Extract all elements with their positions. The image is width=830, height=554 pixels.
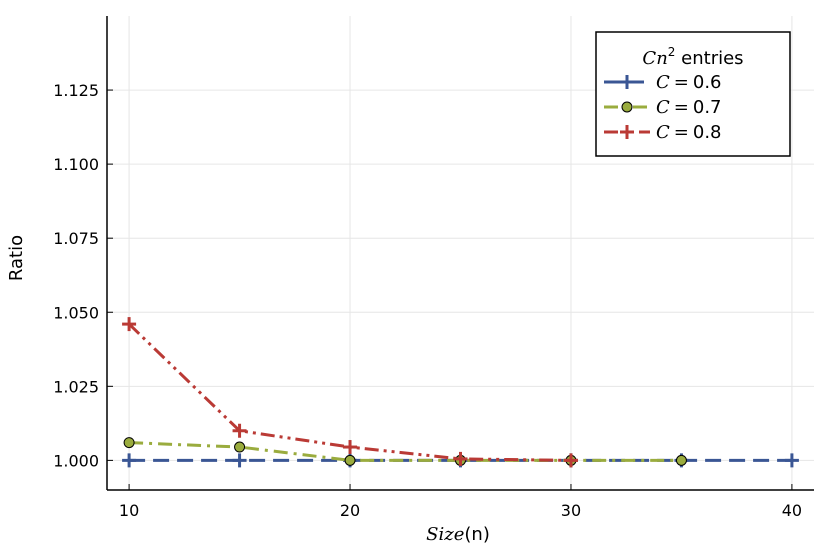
legend-label-math: C xyxy=(656,122,670,143)
y-tick-label: 1.075 xyxy=(53,229,99,248)
y-axis-label: Ratio xyxy=(6,235,27,281)
x-tick-label: 30 xyxy=(561,501,581,520)
legend-label: C = 0.6 xyxy=(656,72,722,93)
y-tick-label: 1.125 xyxy=(53,81,99,100)
legend-title-sup: 2 xyxy=(668,45,676,59)
series-line xyxy=(129,441,682,462)
series-c-0.8 xyxy=(122,317,578,468)
data-point xyxy=(232,453,247,468)
legend-swatch-marker xyxy=(620,125,634,139)
legend-label-op: = xyxy=(674,122,689,143)
legend-label-op: = xyxy=(674,97,689,118)
data-point xyxy=(784,453,799,468)
legend-title: Cn2 entries xyxy=(642,45,743,69)
data-point xyxy=(344,454,356,466)
x-axis-label: Size(n) xyxy=(426,524,490,545)
x-axis-label-italic: Size xyxy=(426,524,464,545)
legend-entry: C = 0.6 xyxy=(604,72,722,93)
axes-layer xyxy=(106,16,814,491)
legend-swatch-marker xyxy=(621,101,633,113)
series-layer xyxy=(122,317,799,468)
y-tick-label: 1.100 xyxy=(53,155,99,174)
legend-title-rest: entries xyxy=(675,48,743,69)
data-point xyxy=(343,440,358,455)
data-point xyxy=(123,437,135,449)
data-point xyxy=(453,451,468,466)
legend-entry: C = 0.8 xyxy=(604,122,722,143)
legend-label-math: C xyxy=(656,97,670,118)
legend-label-value: 0.7 xyxy=(693,97,722,118)
ticks-layer: 10 20 30 40 1.000 1.025 1.050 1.075 1.100 1.125 xyxy=(53,81,802,520)
x-tick-label: 40 xyxy=(782,501,802,520)
legend-title-math: Cn xyxy=(642,48,667,69)
y-tick-label: 1.000 xyxy=(53,451,99,470)
legend-label: C = 0.8 xyxy=(656,122,722,143)
x-tick-label: 20 xyxy=(340,501,360,520)
data-point xyxy=(122,317,137,332)
legend-label-op: = xyxy=(674,72,689,93)
x-axis-label-rest: (n) xyxy=(464,524,489,545)
legend: Cn2 entries C = 0.6C = 0.7C = 0.8 xyxy=(595,31,791,157)
legend-label-math: C xyxy=(656,72,670,93)
legend-label-value: 0.6 xyxy=(693,72,722,93)
legend-swatch-marker xyxy=(620,75,634,89)
legend-entries: C = 0.6C = 0.7C = 0.8 xyxy=(604,72,722,143)
legend-label: C = 0.7 xyxy=(656,97,722,118)
data-point xyxy=(122,453,137,468)
data-point xyxy=(675,454,687,466)
y-tick-label: 1.025 xyxy=(53,377,99,396)
x-tick-label: 10 xyxy=(119,501,139,520)
legend-entry: C = 0.7 xyxy=(604,97,722,118)
data-point xyxy=(232,423,247,438)
data-point xyxy=(563,453,578,468)
legend-label-value: 0.8 xyxy=(693,122,722,143)
y-tick-label: 1.050 xyxy=(53,303,99,322)
data-point xyxy=(234,441,246,453)
